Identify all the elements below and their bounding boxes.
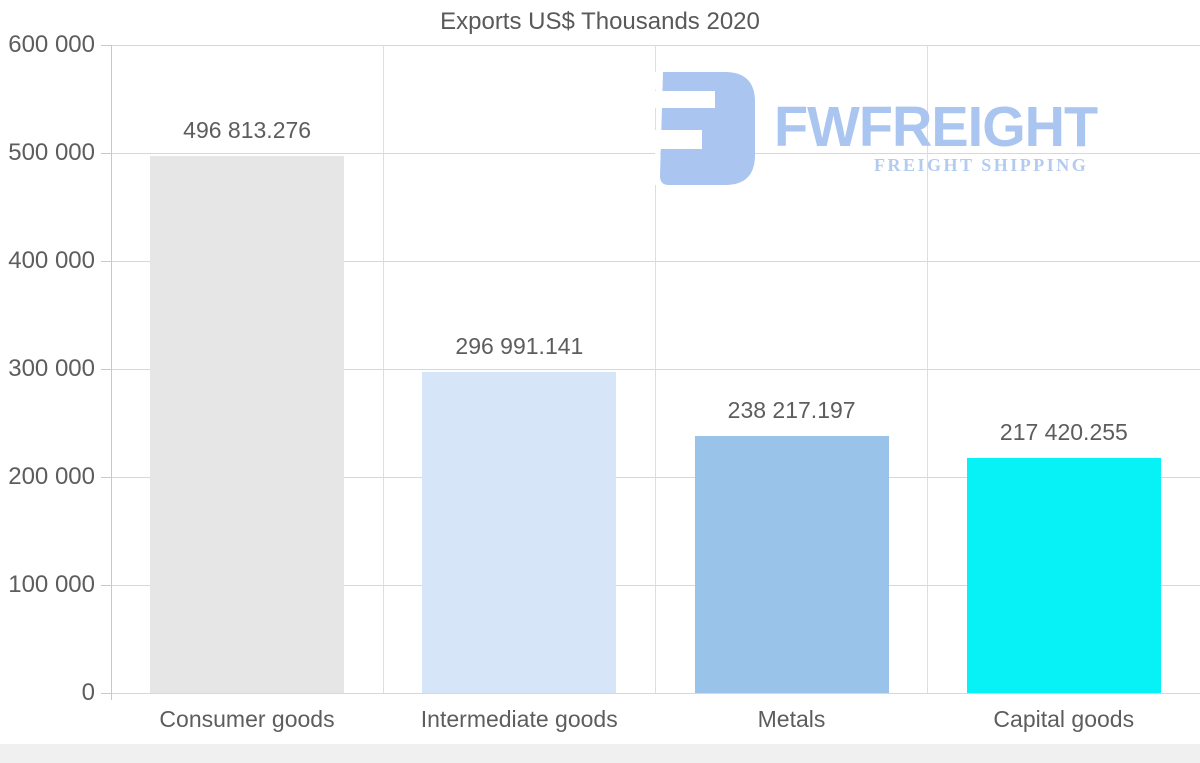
y-axis-label: 300 000 [8,355,95,382]
x-axis-label: Capital goods [993,706,1135,732]
y-axis-tick [101,45,111,46]
bar-consumer-goods[interactable] [150,156,345,693]
y-axis-label: 500 000 [8,139,95,166]
y-axis-tick [101,693,111,694]
y-axis-label: 600 000 [8,31,95,58]
y-axis-tick [101,585,111,586]
y-axis-label: 200 000 [8,463,95,490]
y-axis-tick [101,369,111,370]
bar-intermediate-goods[interactable] [422,372,617,693]
y-axis-tick [101,153,111,154]
category-separator-gridline [927,45,929,693]
y-axis-tick [101,477,111,478]
y-axis-label: 0 [81,679,95,706]
bar-value-label: 217 420.255 [999,419,1128,446]
bar-value-label: 296 991.141 [455,333,584,360]
bar-value-label: 238 217.197 [727,396,856,423]
y-axis-label: 400 000 [8,247,95,274]
x-axis-label: Intermediate goods [420,706,618,732]
bottom-scrollbar-strip[interactable] [0,744,1200,763]
chart-title: Exports US$ Thousands 2020 [440,8,760,35]
bar-metals[interactable] [694,435,889,693]
y-axis-label: 100 000 [8,571,95,598]
y-axis-tick [101,261,111,262]
plot-area: 496 813.276 296 991.141 238 217.197 217 420… [111,44,1200,694]
bar-value-label: 496 813.276 [183,117,312,144]
x-axis-label: Metals [757,706,826,732]
category-separator-gridline [382,45,384,693]
y-gridline [111,692,1200,694]
category-separator-gridline [655,45,656,693]
x-axis-label: Consumer goods [159,706,335,732]
bar-capital-goods[interactable] [966,458,1161,693]
y-axis-line [111,45,112,700]
